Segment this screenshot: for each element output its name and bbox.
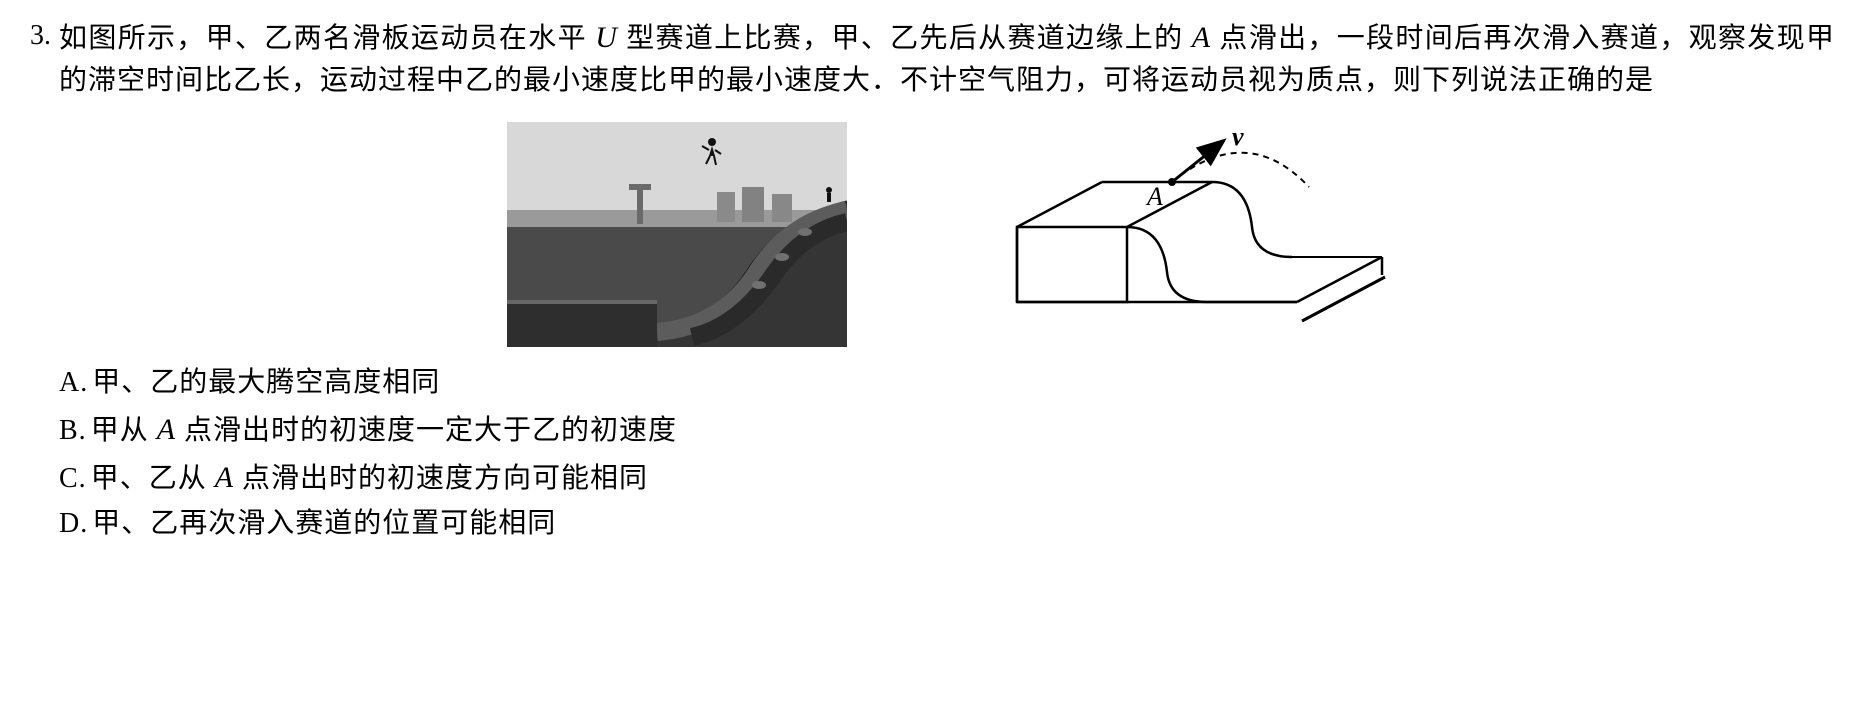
label-v: v bbox=[1232, 127, 1244, 151]
option-A-text: 甲、乙的最大腾空高度相同 bbox=[92, 362, 440, 404]
label-A: A bbox=[1145, 182, 1163, 211]
variable-A: A bbox=[1192, 21, 1211, 54]
option-C-label: C. bbox=[59, 458, 87, 500]
option-D: D. 甲、乙再次滑入赛道的位置可能相同 bbox=[59, 503, 1835, 545]
question-block: 3. 如图所示，甲、乙两名滑板运动员在水平 U 型赛道上比赛，甲、乙先后从赛道边… bbox=[30, 15, 1835, 545]
option-A-label: A. bbox=[59, 362, 88, 404]
options-list: A. 甲、乙的最大腾空高度相同 B. 甲从 A 点滑出时的初速度一定大于乙的初速… bbox=[59, 362, 1835, 545]
figures-row: v A bbox=[59, 122, 1835, 347]
option-B: B. 甲从 A 点滑出时的初速度一定大于乙的初速度 bbox=[59, 407, 1835, 452]
option-D-label: D. bbox=[59, 503, 88, 545]
variable-A-optB: A bbox=[157, 413, 176, 446]
question-body: 如图所示，甲、乙两名滑板运动员在水平 U 型赛道上比赛，甲、乙先后从赛道边缘上的… bbox=[59, 15, 1835, 545]
photo-svg bbox=[507, 122, 847, 347]
option-A: A. 甲、乙的最大腾空高度相同 bbox=[59, 362, 1835, 404]
option-C: C. 甲、乙从 A 点滑出时的初速度方向可能相同 bbox=[59, 455, 1835, 500]
halfpipe-diagram: v A bbox=[987, 127, 1387, 342]
stem-part-1: 如图所示，甲、乙两名滑板运动员在水平 bbox=[59, 23, 595, 54]
question-stem: 如图所示，甲、乙两名滑板运动员在水平 U 型赛道上比赛，甲、乙先后从赛道边缘上的… bbox=[59, 15, 1835, 102]
option-B-label: B. bbox=[59, 410, 87, 452]
diagram-svg: v A bbox=[987, 127, 1387, 342]
variable-U: U bbox=[595, 21, 618, 54]
option-C-text: 甲、乙从 A 点滑出时的初速度方向可能相同 bbox=[91, 455, 648, 500]
variable-A-optC: A bbox=[215, 461, 234, 494]
halfpipe-photo bbox=[507, 122, 847, 347]
question-number: 3. bbox=[30, 15, 51, 545]
option-B-text: 甲从 A 点滑出时的初速度一定大于乙的初速度 bbox=[91, 407, 677, 452]
stem-part-2: 型赛道上比赛，甲、乙先后从赛道边缘上的 bbox=[618, 23, 1192, 54]
option-D-text: 甲、乙再次滑入赛道的位置可能相同 bbox=[92, 503, 556, 545]
